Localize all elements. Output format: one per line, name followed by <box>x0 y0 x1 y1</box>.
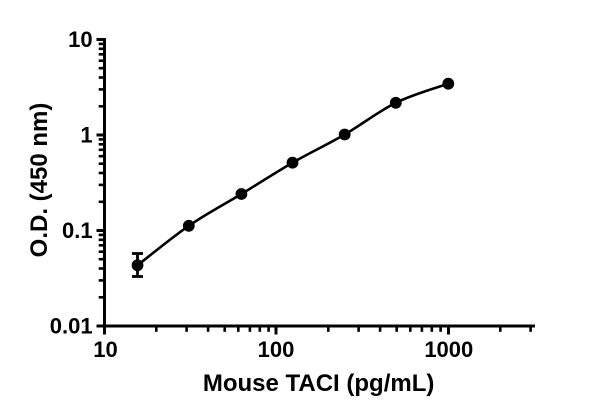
svg-text:1: 1 <box>80 122 92 147</box>
svg-text:10: 10 <box>93 337 117 362</box>
svg-text:O.D. (450 nm): O.D. (450 nm) <box>26 103 53 258</box>
svg-text:Mouse TACI (pg/mL): Mouse TACI (pg/mL) <box>203 370 435 397</box>
svg-text:100: 100 <box>258 337 295 362</box>
svg-text:1000: 1000 <box>424 337 473 362</box>
svg-text:0.1: 0.1 <box>62 218 93 243</box>
svg-text:0.01: 0.01 <box>50 313 93 338</box>
svg-text:10: 10 <box>68 27 92 52</box>
